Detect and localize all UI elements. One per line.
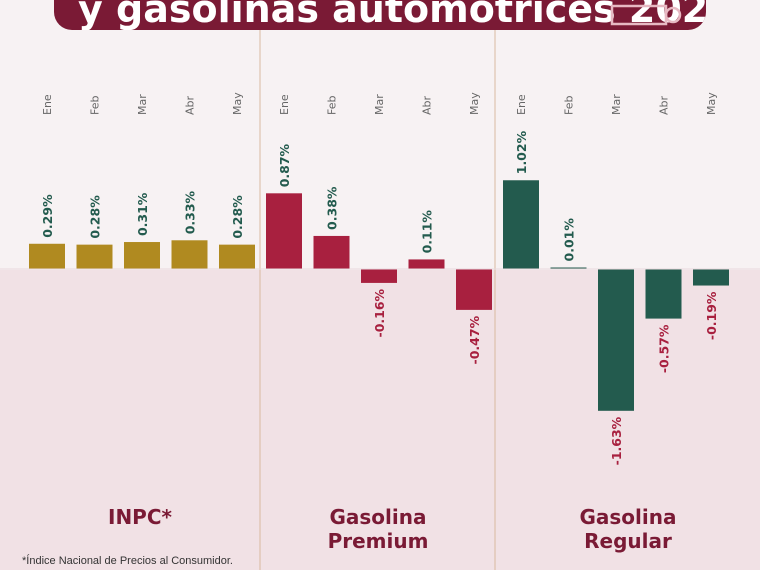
bar-premium (266, 193, 302, 269)
data-label: 0.01% (562, 218, 577, 262)
bar-inpc (171, 240, 208, 269)
month-label: Mar (610, 94, 623, 115)
data-label: 0.28% (88, 195, 103, 239)
bar-regular (550, 267, 587, 269)
group-label-premium-line2: Premium (327, 529, 429, 553)
bar-regular (645, 269, 682, 319)
header-banner: y gasolinas automotrices 2025 (54, 0, 706, 30)
month-label: Feb (326, 96, 339, 115)
bar-regular (598, 269, 634, 411)
page-title: y gasolinas automotrices 2025 (78, 0, 706, 30)
bar-regular (503, 180, 539, 269)
bar-premium (361, 269, 397, 283)
price-tag-icon (610, 4, 682, 26)
data-label: 0.87% (277, 143, 292, 187)
footnote: *Índice Nacional de Precios al Consumido… (22, 555, 233, 567)
group-label-inpc: INPC* (108, 505, 172, 529)
group-label-premium-line1: Gasolina (329, 505, 427, 529)
month-label: Ene (278, 94, 291, 115)
month-label: Mar (136, 94, 149, 115)
bar-premium (408, 259, 445, 269)
month-label: Abr (184, 95, 197, 115)
data-label: -0.19% (704, 291, 719, 340)
month-label: Feb (563, 96, 576, 115)
month-label: Ene (515, 94, 528, 115)
group-label-regular-line2: Regular (584, 529, 672, 553)
month-label: Abr (421, 95, 434, 115)
group-label-regular: Gasolina Regular (548, 505, 708, 553)
month-label: May (705, 92, 718, 115)
bar-inpc (124, 242, 160, 269)
bar-inpc (76, 244, 113, 269)
month-label: Feb (89, 96, 102, 115)
data-label: 0.33% (183, 190, 198, 234)
data-label: -0.16% (372, 288, 387, 337)
group-label-premium: Gasolina Premium (300, 505, 456, 553)
month-label: May (468, 92, 481, 115)
group-label-regular-line1: Gasolina (579, 505, 677, 529)
month-label: May (231, 92, 244, 115)
bar-premium (313, 235, 350, 269)
data-label: 0.28% (230, 195, 245, 239)
bar-premium (456, 269, 492, 310)
data-label: -1.63% (609, 416, 624, 465)
data-label: -0.57% (657, 324, 672, 373)
data-label: 0.38% (325, 186, 340, 230)
data-label: 0.31% (135, 192, 150, 236)
bar-inpc (219, 244, 255, 269)
data-label: 0.29% (40, 194, 55, 238)
month-label: Mar (373, 94, 386, 115)
month-label: Abr (658, 95, 671, 115)
data-label: -0.47% (467, 315, 482, 364)
data-label: 0.11% (420, 210, 435, 254)
bar-inpc (29, 243, 65, 269)
data-label: 1.02% (514, 130, 529, 174)
month-label: Ene (41, 94, 54, 115)
bar-regular (693, 269, 729, 286)
